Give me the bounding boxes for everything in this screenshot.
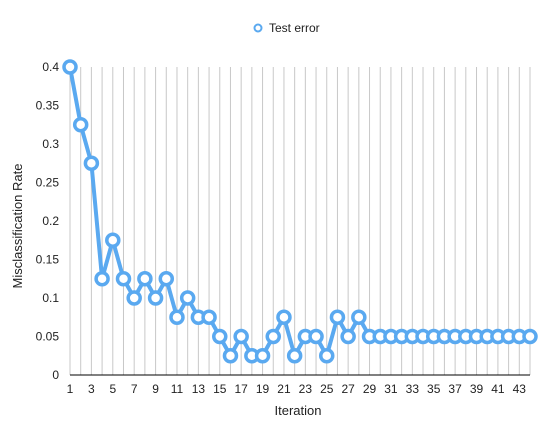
data-point [233, 328, 249, 345]
x-tick-label: 11 [171, 382, 184, 396]
x-tick-label: 29 [363, 382, 377, 396]
x-tick-label: 7 [131, 382, 138, 396]
y-tick-label: 0.35 [36, 99, 60, 113]
y-tick-label: 0.15 [36, 253, 60, 267]
x-tick-label: 31 [384, 382, 398, 396]
data-point [126, 290, 142, 306]
data-point [351, 309, 367, 325]
x-tick-label: 9 [152, 382, 159, 396]
y-tick-label: 0.4 [42, 60, 59, 74]
data-point [522, 328, 538, 345]
data-point [94, 271, 110, 287]
y-tick-label: 0.25 [36, 176, 60, 190]
data-point [265, 328, 282, 345]
x-tick-label: 5 [109, 382, 116, 396]
data-point [222, 348, 239, 364]
data-point [83, 155, 100, 171]
y-axis-title: Misclassification Rate [10, 164, 25, 289]
x-tick-label: 35 [427, 382, 441, 396]
x-tick-label: 37 [448, 382, 462, 396]
data-point [340, 328, 356, 345]
data-point [137, 271, 153, 287]
y-axis-ticks: 0 0.05 0.1 0.15 0.2 0.25 0.3 0.35 0.4 [36, 60, 60, 382]
data-point [169, 309, 185, 325]
x-tick-label: 25 [320, 382, 334, 396]
legend: Test error [253, 21, 320, 35]
x-tick-label: 3 [88, 382, 95, 396]
vertical-gridlines [69, 67, 531, 375]
x-axis-title: Iteration [275, 403, 322, 418]
x-tick-label: 19 [256, 382, 270, 396]
y-tick-label: 0.05 [36, 330, 60, 344]
data-point [276, 309, 292, 325]
data-point [212, 328, 228, 345]
x-tick-label: 43 [513, 382, 527, 396]
legend-marker-test-error [253, 23, 263, 33]
x-tick-label: 15 [213, 382, 227, 396]
x-tick-label: 33 [406, 382, 420, 396]
data-point [318, 348, 335, 364]
legend-label-test-error: Test error [269, 21, 320, 35]
x-tick-label: 27 [341, 382, 355, 396]
y-tick-label: 0.3 [42, 137, 59, 151]
data-point [115, 271, 132, 287]
x-axis-ticks: 1 3 5 7 9 11 13 15 17 19 21 23 25 27 29 31 33 35 37 39 41 43 [67, 382, 527, 396]
x-tick-label: 41 [491, 382, 505, 396]
series-line-test-error [68, 65, 532, 358]
data-point [62, 59, 78, 75]
x-tick-label: 13 [192, 382, 206, 396]
data-point [201, 309, 217, 325]
x-tick-label: 17 [234, 382, 248, 396]
data-point [329, 309, 346, 325]
data-point [308, 328, 324, 345]
data-point [105, 232, 121, 248]
x-tick-label: 39 [470, 382, 484, 396]
y-tick-label: 0 [52, 368, 59, 382]
x-tick-label: 23 [299, 382, 313, 396]
data-point [147, 290, 164, 306]
data-point [72, 117, 89, 133]
data-point [286, 348, 303, 364]
y-tick-label: 0.2 [42, 214, 59, 228]
data-point [158, 271, 175, 287]
x-tick-label: 1 [67, 382, 74, 396]
x-tick-label: 21 [277, 382, 291, 396]
y-tick-label: 0.1 [42, 291, 59, 305]
series-test-error [62, 59, 538, 364]
data-point [179, 290, 196, 306]
data-point [254, 348, 271, 364]
